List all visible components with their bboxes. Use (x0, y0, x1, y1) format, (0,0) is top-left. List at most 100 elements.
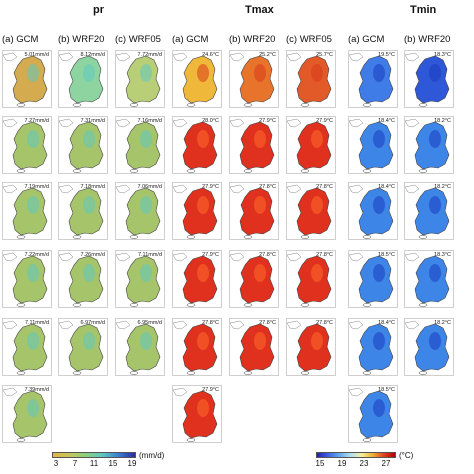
column-label: (a) GCM (2, 34, 39, 45)
panel-mean-value: 7.31mm/d (80, 118, 105, 124)
korea-map-icon (3, 387, 48, 442)
panel-mean-value: 7.11mm/d (137, 252, 162, 258)
map-panel: 18.5°C (348, 250, 398, 308)
korea-map-icon (230, 184, 275, 239)
korea-map-icon (230, 320, 275, 375)
map-panel: 7.16mm/d (115, 116, 165, 174)
colorbar-tick-label: 19 (127, 459, 137, 468)
panel-mean-value: 8.12mm/d (80, 52, 105, 58)
map-panel: 25.2°C (229, 50, 279, 108)
group-title-tmax: Tmax (245, 4, 274, 16)
korea-map-icon (59, 252, 104, 307)
column-label: (c) WRF05 (115, 34, 161, 45)
panel-mean-value: 27.8°C (259, 252, 276, 258)
map-panel: 27.9°C (286, 116, 336, 174)
korea-map-icon (59, 52, 104, 107)
map-panel: 18.5°C (348, 385, 398, 443)
panel-mean-value: 27.9°C (202, 252, 219, 258)
panel-mean-value: 7.27mm/d (24, 118, 49, 124)
panel-mean-value: 27.8°C (316, 252, 333, 258)
korea-map-icon (173, 320, 218, 375)
korea-map-icon (116, 320, 161, 375)
map-panel: 27.9°C (172, 385, 222, 443)
map-panel: 6.95mm/d (115, 318, 165, 376)
column-label: (a) GCM (172, 34, 209, 45)
map-panel: 7.39mm/d (2, 385, 52, 443)
panel-mean-value: 7.26mm/d (80, 252, 105, 258)
colorbar-tick-label: 15 (315, 459, 325, 468)
panel-mean-value: 27.9°C (316, 118, 333, 124)
column-label: (c) WRF05 (286, 34, 332, 45)
korea-map-icon (3, 184, 48, 239)
map-panel: 18.3°C (404, 50, 454, 108)
map-panel: 7.19mm/d (2, 182, 52, 240)
map-panel: 18.2°C (404, 116, 454, 174)
korea-map-icon (173, 118, 218, 173)
map-panel: 18.3°C (404, 250, 454, 308)
map-panel: 25.7°C (286, 50, 336, 108)
panel-mean-value: 19.5°C (378, 52, 395, 58)
map-panel: 27.9°C (172, 182, 222, 240)
colorbar-pr (52, 452, 136, 458)
panel-mean-value: 18.4°C (378, 320, 395, 326)
map-panel: 18.2°C (404, 318, 454, 376)
korea-map-icon (287, 252, 332, 307)
colorbar-tick-label: 15 (108, 459, 118, 468)
korea-map-icon (287, 52, 332, 107)
column-label: (a) GCM (348, 34, 385, 45)
korea-map-icon (230, 252, 275, 307)
map-panel: 6.97mm/d (58, 318, 108, 376)
panel-mean-value: 25.7°C (316, 52, 333, 58)
map-panel: 8.12mm/d (58, 50, 108, 108)
panel-mean-value: 18.4°C (378, 118, 395, 124)
column-label: (b) WRF20 (58, 34, 105, 45)
panel-mean-value: 18.3°C (434, 252, 451, 258)
map-panel: 7.26mm/d (58, 250, 108, 308)
group-title-tmin: Tmin (410, 4, 437, 16)
colorbar-tick-label: 3 (53, 459, 59, 468)
korea-map-icon (230, 52, 275, 107)
korea-map-icon (349, 252, 394, 307)
korea-map-icon (405, 118, 450, 173)
panel-mean-value: 24.6°C (202, 52, 219, 58)
panel-mean-value: 25.2°C (259, 52, 276, 58)
panel-mean-value: 7.19mm/d (24, 184, 49, 190)
map-panel: 27.8°C (229, 250, 279, 308)
korea-map-icon (173, 252, 218, 307)
map-panel: 19.5°C (348, 50, 398, 108)
map-panel: 27.8°C (286, 318, 336, 376)
korea-map-icon (405, 184, 450, 239)
panel-mean-value: 7.72mm/d (137, 52, 162, 58)
korea-map-icon (116, 118, 161, 173)
korea-map-icon (230, 118, 275, 173)
panel-mean-value: 7.06mm/d (137, 184, 162, 190)
colorbar-unit-label: (mm/d) (139, 451, 165, 460)
panel-mean-value: 18.2°C (434, 184, 451, 190)
korea-map-icon (116, 184, 161, 239)
colorbar-tick-label: 23 (359, 459, 369, 468)
column-label: (b) WRF20 (404, 34, 451, 45)
korea-map-icon (173, 387, 218, 442)
panel-mean-value: 28.0°C (202, 118, 219, 124)
panel-mean-value: 27.8°C (316, 184, 333, 190)
panel-mean-value: 18.4°C (378, 184, 395, 190)
korea-map-icon (349, 118, 394, 173)
panel-mean-value: 18.2°C (434, 320, 451, 326)
korea-map-icon (173, 52, 218, 107)
korea-map-icon (3, 118, 48, 173)
map-panel: 18.2°C (404, 182, 454, 240)
colorbar-tick-label: 7 (72, 459, 78, 468)
korea-map-icon (173, 184, 218, 239)
map-panel: 18.4°C (348, 182, 398, 240)
map-panel: 27.8°C (172, 318, 222, 376)
panel-mean-value: 7.22mm/d (24, 252, 49, 258)
korea-map-icon (405, 52, 450, 107)
panel-mean-value: 7.16mm/d (137, 118, 162, 124)
korea-map-icon (59, 320, 104, 375)
korea-map-icon (349, 52, 394, 107)
korea-map-icon (287, 118, 332, 173)
colorbar-tick-label: 11 (89, 459, 99, 468)
map-panel: 7.22mm/d (2, 250, 52, 308)
panel-mean-value: 7.18mm/d (80, 184, 105, 190)
panel-mean-value: 27.8°C (202, 320, 219, 326)
